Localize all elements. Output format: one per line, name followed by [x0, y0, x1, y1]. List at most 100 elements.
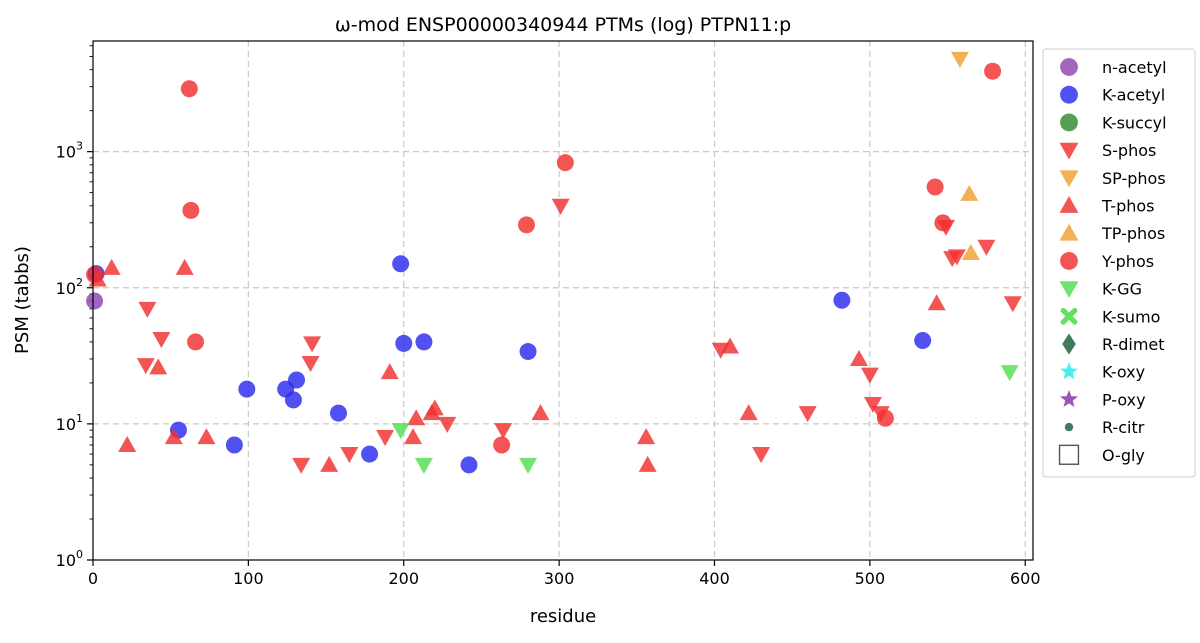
grid-lines: [93, 41, 1033, 560]
data-point-Y-phos: [517, 216, 535, 234]
data-point-Y-phos: [182, 201, 200, 219]
data-point-Y-phos: [180, 80, 198, 98]
legend-label: P-oxy: [1102, 390, 1146, 409]
data-point-T-phos: [927, 294, 946, 311]
legend-label: n-acetyl: [1102, 58, 1167, 77]
legend-label: K-acetyl: [1102, 86, 1165, 105]
legend-label: T-phos: [1101, 197, 1155, 216]
x-tick-label: 400: [699, 569, 730, 588]
legend-marker-S-phos: [1059, 142, 1079, 160]
legend-label: O-gly: [1102, 446, 1145, 465]
data-point-S-phos: [860, 367, 879, 384]
data-point-K-acetyl: [288, 371, 306, 389]
legend-label: K-GG: [1102, 280, 1142, 299]
legend-marker-P-oxy: [1060, 389, 1078, 408]
data-point-Y-phos: [934, 214, 952, 232]
y-tick-label: 100: [56, 548, 83, 570]
legend-marker-O-gly: [1058, 444, 1080, 465]
data-point-S-phos: [301, 355, 320, 373]
data-point-K-acetyl: [460, 456, 478, 474]
legend-label: SP-phos: [1102, 169, 1166, 188]
data-point-K-acetyl: [914, 331, 932, 349]
data-point-K-GG: [1000, 365, 1019, 382]
data-points: [86, 51, 1022, 474]
data-point-T-phos: [638, 455, 657, 472]
legend-marker-R-dimet: [1062, 333, 1076, 355]
data-point-K-acetyl: [392, 255, 410, 273]
data-point-Y-phos: [984, 62, 1002, 80]
legend-label: R-dimet: [1102, 335, 1165, 354]
data-point-T-phos: [637, 428, 656, 445]
data-point-K-acetyl: [415, 333, 433, 351]
data-point-T-phos: [164, 428, 183, 445]
data-point-K-acetyl: [329, 404, 347, 422]
data-point-S-phos: [303, 336, 322, 353]
data-point-K-acetyl: [284, 391, 302, 409]
data-point-K-acetyl: [395, 334, 413, 352]
axis-ticks: 0 100 200 300 400 500 600 100 101 102 103: [56, 45, 1041, 588]
data-point-S-phos: [340, 447, 359, 464]
data-point-T-phos: [404, 428, 423, 445]
data-point-K-acetyl: [361, 445, 379, 463]
data-point-K-GG: [414, 457, 433, 474]
data-point-Y-phos: [493, 436, 511, 454]
legend-marker-TP-phos: [1059, 223, 1079, 241]
y-axis-label: PSM (tabbs): [12, 246, 33, 354]
legend-marker-T-phos: [1059, 196, 1079, 213]
data-point-S-phos: [152, 332, 171, 349]
legend-label: K-succyl: [1102, 113, 1167, 132]
x-tick-label: 600: [1010, 569, 1041, 588]
legend-marker-n-acetyl: [1060, 58, 1078, 76]
legend-label: Y-phos: [1101, 252, 1154, 271]
y-tick-label: 101: [56, 412, 83, 434]
legend-marker-K-GG: [1059, 281, 1079, 299]
data-point-T-phos: [149, 358, 168, 375]
legend-label: S-phos: [1102, 141, 1156, 160]
data-point-T-phos: [849, 349, 868, 366]
plot-frame: [92, 40, 1034, 561]
data-point-K-GG: [391, 423, 410, 440]
x-tick-label: 0: [88, 569, 98, 588]
data-point-S-phos: [752, 447, 771, 464]
legend-frame: [1042, 48, 1196, 478]
data-point-K-acetyl: [833, 291, 851, 309]
data-point-Y-phos: [926, 178, 944, 196]
legend-marker-Y-phos: [1060, 251, 1078, 270]
data-point-S-phos: [947, 249, 966, 266]
data-point-S-phos: [977, 239, 996, 256]
data-point-TP-phos: [960, 184, 979, 201]
data-point-T-phos: [197, 428, 216, 445]
legend-marker-K-acetyl: [1060, 85, 1078, 104]
data-point-K-acetyl: [238, 380, 256, 398]
data-point-T-phos: [102, 258, 121, 275]
data-point-S-phos: [551, 198, 570, 215]
legend-marker-K-succyl: [1060, 113, 1078, 132]
data-point-S-phos: [292, 457, 311, 474]
x-tick-label: 100: [233, 569, 264, 588]
data-point-T-phos: [320, 455, 339, 472]
data-point-K-GG: [519, 457, 538, 474]
chart-title: ω-mod ENSP00000340944 PTMs (log) PTPN11:…: [335, 14, 791, 36]
data-point-T-phos: [380, 363, 399, 380]
data-point-SP-phos: [950, 51, 969, 68]
x-tick-label: 500: [855, 569, 886, 588]
data-point-T-phos: [531, 404, 550, 421]
x-tick-label: 200: [388, 569, 419, 588]
data-point-T-phos: [407, 409, 426, 426]
y-tick-label: 103: [56, 140, 83, 162]
legend-label: R-citr: [1102, 418, 1145, 437]
legend-label: TP-phos: [1101, 224, 1165, 243]
data-point-S-phos: [798, 406, 817, 423]
data-point-S-phos: [1003, 296, 1022, 313]
data-point-T-phos: [739, 404, 758, 421]
legend-marker-R-citr: [1064, 422, 1074, 432]
x-axis-label: residue: [530, 606, 596, 627]
data-point-Y-phos: [876, 409, 894, 427]
data-point-T-phos: [721, 337, 740, 354]
legend-label: K-sumo: [1102, 307, 1160, 326]
data-point-Y-phos: [187, 333, 205, 351]
legend-marker-SP-phos: [1059, 170, 1079, 188]
data-point-S-phos: [136, 358, 155, 375]
data-point-S-phos: [438, 416, 457, 433]
